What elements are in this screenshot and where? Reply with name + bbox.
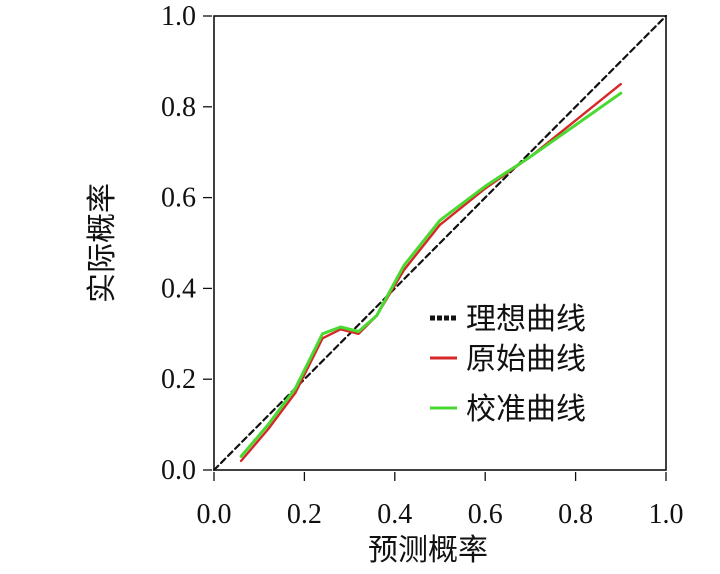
x-tick-label-1: 0.2 (287, 499, 322, 530)
x-tick-label-2: 0.4 (377, 499, 412, 530)
y-tick-label-0: 0.0 (161, 455, 196, 486)
y-axis-title: 实际概率 (85, 183, 120, 303)
y-tick-label-3: 0.6 (161, 183, 196, 214)
x-tick-label-3: 0.6 (468, 499, 503, 530)
x-tick-label-4: 0.8 (558, 499, 593, 530)
y-tick-label-2: 0.4 (161, 273, 196, 304)
plot-frame (213, 15, 667, 471)
legend-label-1: 原始曲线 (466, 342, 586, 377)
legend-label-0: 理想曲线 (466, 302, 586, 337)
x-tick-label-5: 1.0 (649, 499, 684, 530)
x-axis-title: 预测概率 (368, 533, 488, 568)
series-line-2 (239, 91, 623, 458)
plot-area (212, 14, 668, 472)
x-tick-label-0: 0.0 (197, 499, 232, 530)
series-line-0 (212, 14, 668, 472)
axes: 0.0 0.2 0.4 0.6 0.8 1.0 0.0 0.2 0.4 0.6 0.8 1.0 (161, 1, 684, 530)
y-tick-label-5: 1.0 (161, 1, 196, 32)
y-tick-label-1: 0.2 (161, 364, 196, 395)
legend-label-2: 校准曲线 (466, 392, 586, 427)
y-tick-label-4: 0.8 (161, 92, 196, 123)
